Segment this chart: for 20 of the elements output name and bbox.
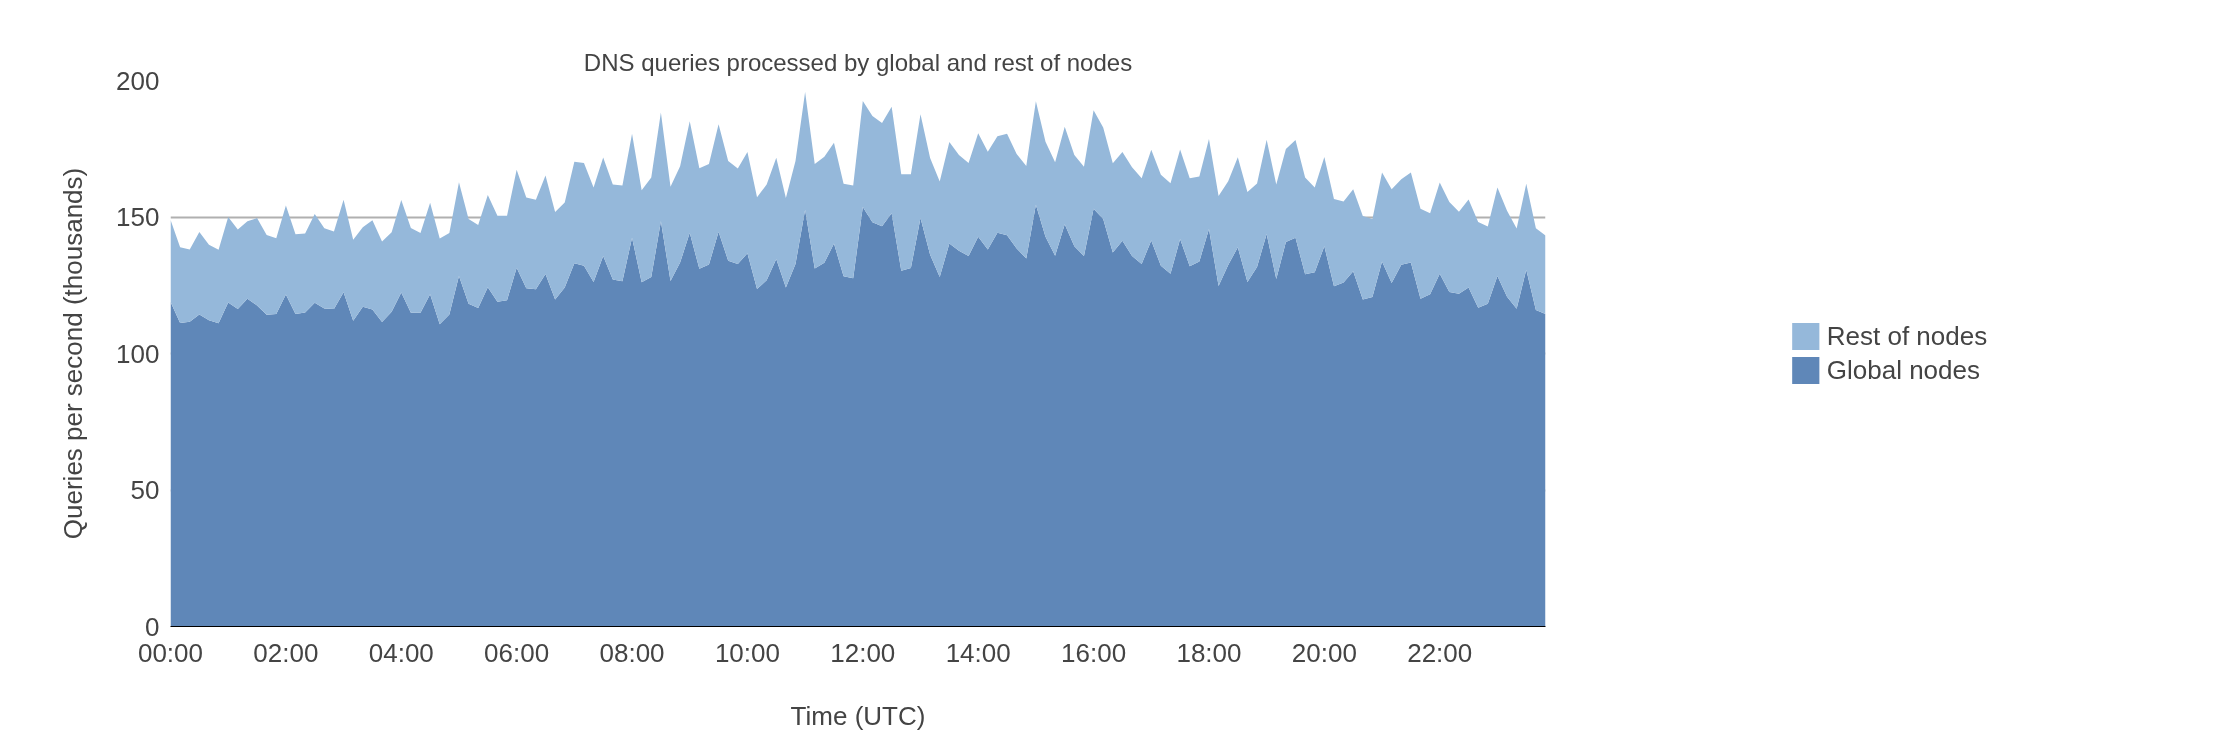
y-tick-label: 200 xyxy=(116,65,160,96)
x-axis-title: Time (UTC) xyxy=(790,700,926,731)
y-tick-label: 50 xyxy=(130,475,160,505)
x-tick-label: 16:00 xyxy=(1061,637,1127,668)
x-tick-label: 14:00 xyxy=(945,637,1011,668)
x-tick-label: 06:00 xyxy=(484,637,550,668)
chart-title: DNS queries processed by global and rest of nodes xyxy=(583,48,1133,76)
x-tick-label: 12:00 xyxy=(830,637,896,668)
x-tick-label: 22:00 xyxy=(1407,637,1473,668)
x-tick-label: 18:00 xyxy=(1176,637,1242,668)
x-tick-label: 04:00 xyxy=(368,637,434,668)
legend-label: Rest of nodes xyxy=(1826,320,1988,352)
y-axis-title: Queries per second (thousands) xyxy=(58,167,89,540)
x-tick-label: 02:00 xyxy=(253,637,319,668)
y-tick-label: 150 xyxy=(116,202,160,232)
y-tick-label: 100 xyxy=(116,338,160,369)
legend-label: Global nodes xyxy=(1826,354,1981,386)
x-tick-label: 10:00 xyxy=(714,637,780,668)
x-tick-label: 20:00 xyxy=(1291,637,1357,668)
x-tick-label: 08:00 xyxy=(599,637,665,668)
